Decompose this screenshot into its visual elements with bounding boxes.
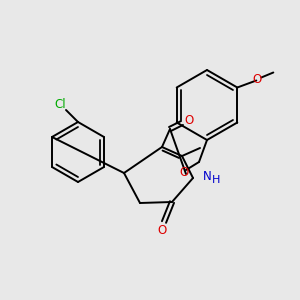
Text: O: O bbox=[158, 224, 166, 238]
Text: O: O bbox=[253, 73, 262, 86]
Text: H: H bbox=[212, 175, 220, 185]
Text: O: O bbox=[179, 166, 189, 178]
Text: O: O bbox=[184, 115, 194, 128]
Text: N: N bbox=[203, 169, 212, 182]
Text: Cl: Cl bbox=[54, 98, 66, 110]
